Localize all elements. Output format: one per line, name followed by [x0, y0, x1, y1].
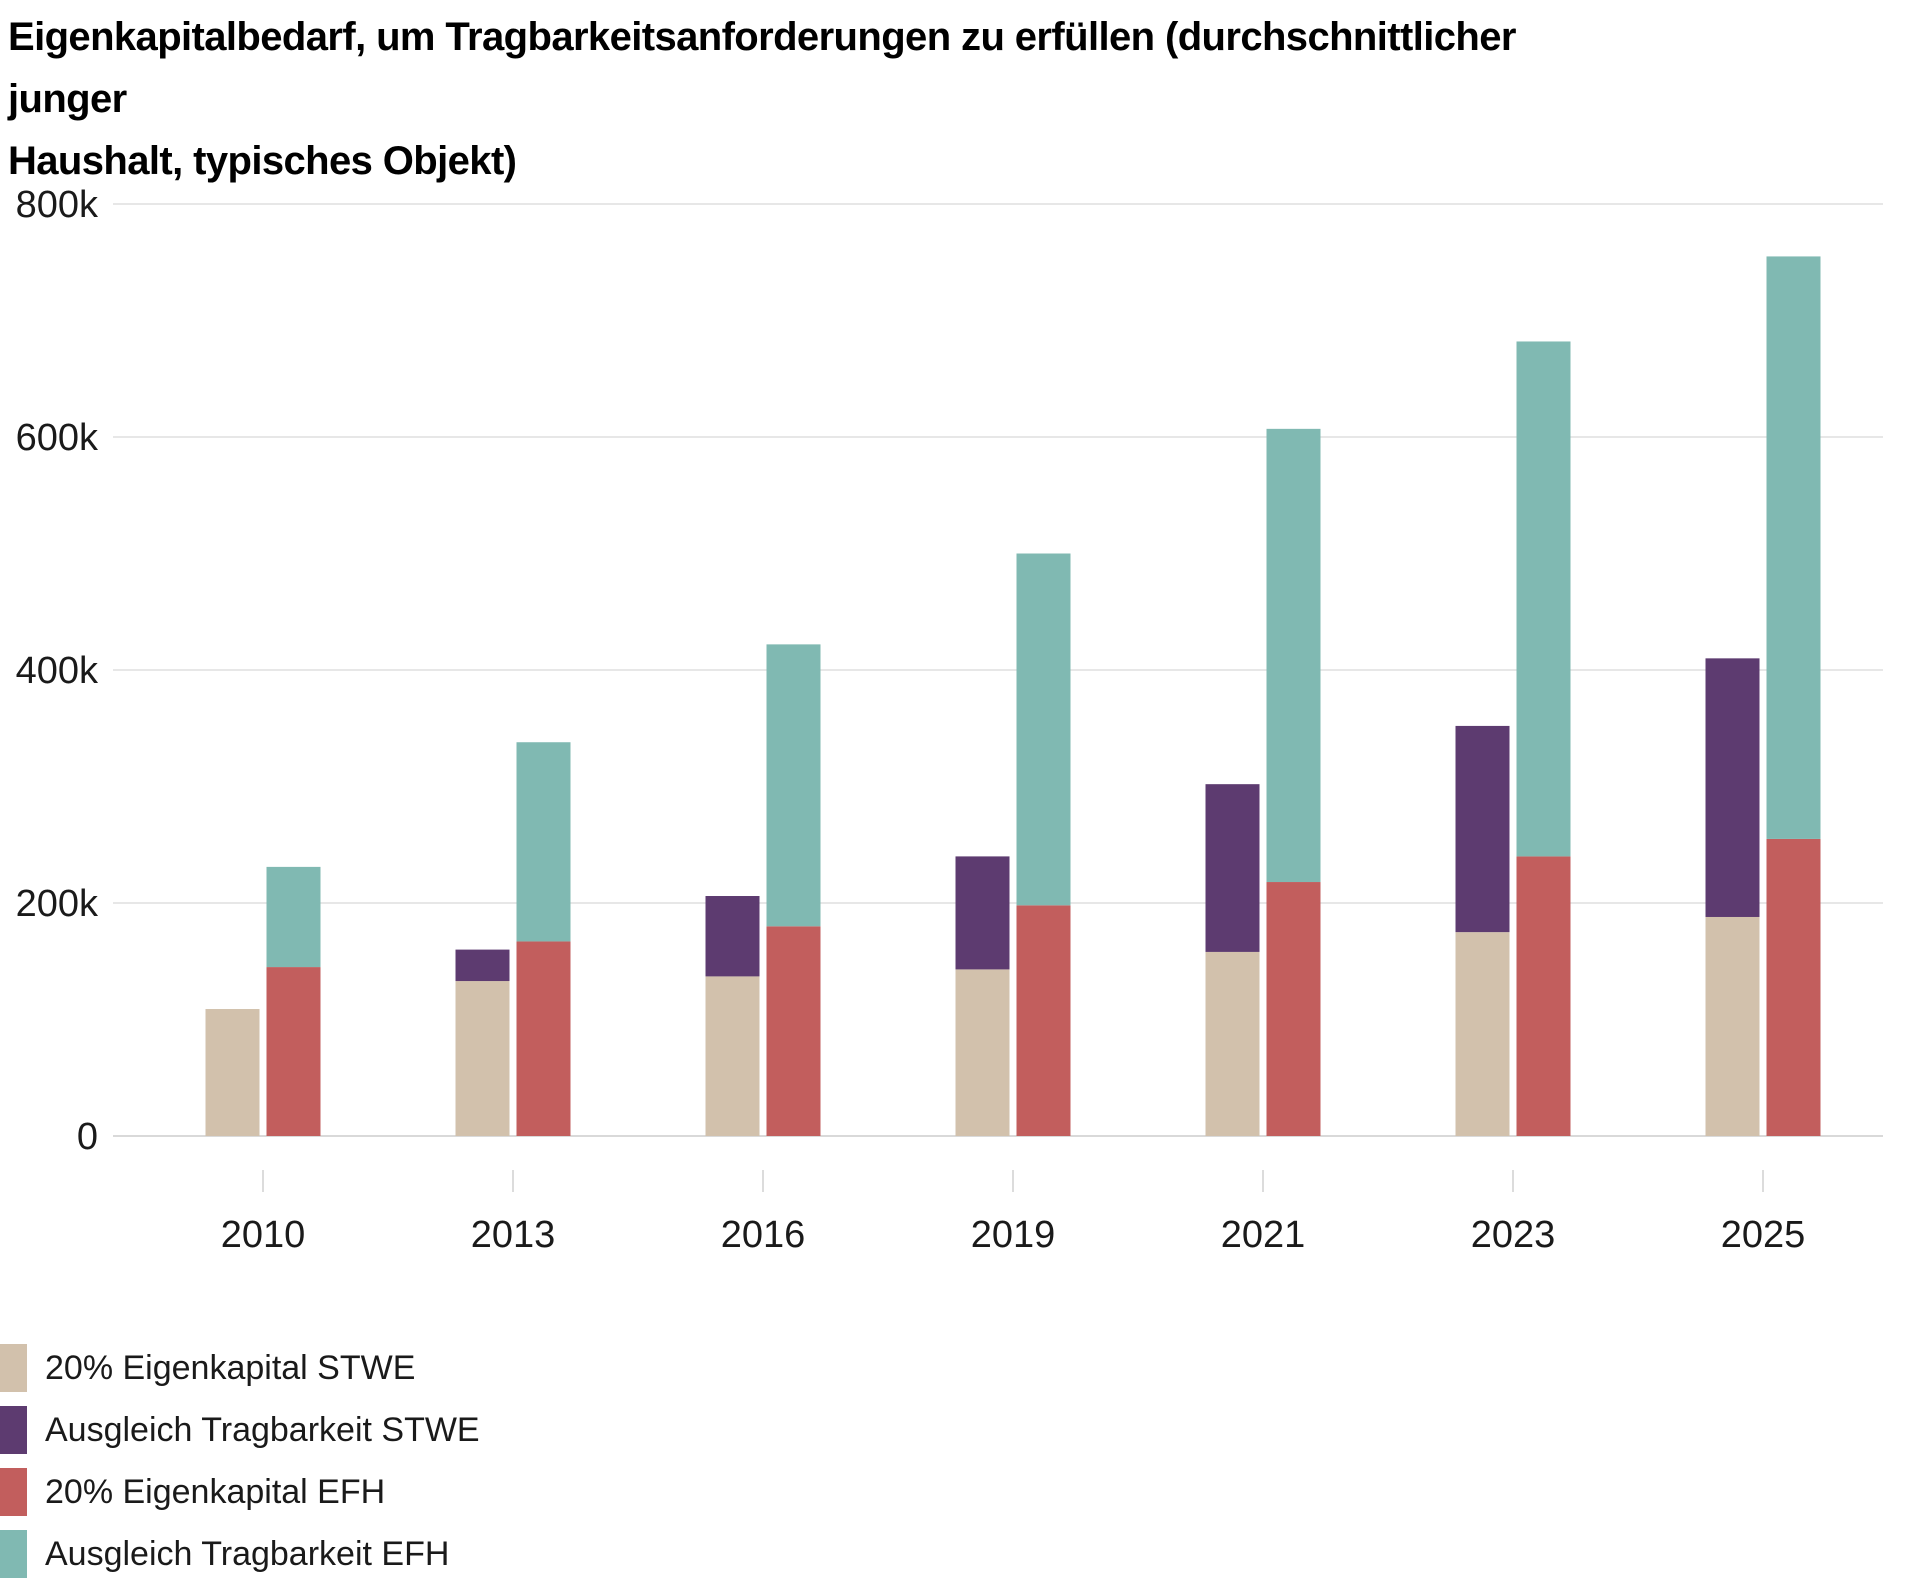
bar-segment	[1455, 932, 1510, 1136]
x-axis-label: 2019	[971, 1214, 1056, 1256]
x-axis-label: 2016	[721, 1214, 806, 1256]
bar-segment	[1266, 882, 1321, 1136]
bar-segment	[1455, 725, 1510, 933]
x-axis-label: 2013	[471, 1214, 556, 1256]
x-axis-label: 2023	[1471, 1214, 1556, 1256]
legend-item-ausgleich-stwe: Ausgleich Tragbarkeit STWE	[0, 1399, 480, 1461]
bar-segment	[455, 981, 510, 1136]
bar-segment	[1205, 784, 1260, 952]
x-axis-label: 2021	[1221, 1214, 1306, 1256]
bar-segment	[705, 976, 760, 1136]
legend-item-eigenkapital-stwe: 20% Eigenkapital STWE	[0, 1337, 480, 1399]
bar-segment	[1705, 658, 1760, 917]
bar-chart: 0 200k 400k 600k 800k 2010 2013 2016 2019 2021 202…	[16, 184, 1883, 1256]
legend-item-ausgleich-efh: Ausgleich Tragbarkeit EFH	[0, 1523, 480, 1585]
bar-segment	[1516, 856, 1571, 1136]
legend-label: 20% Eigenkapital STWE	[45, 1348, 416, 1387]
bar-segment	[516, 941, 571, 1136]
bar-segment	[455, 949, 510, 982]
y-axis-label: 800k	[16, 184, 99, 226]
y-axis-label: 0	[77, 1116, 98, 1158]
bar-segment	[766, 644, 821, 927]
legend-swatch-ausgleich-stwe	[0, 1406, 27, 1454]
bar-segment	[266, 866, 321, 968]
bar-segment	[705, 896, 760, 977]
y-axis-label: 200k	[16, 883, 99, 925]
bar-segment	[1205, 951, 1260, 1136]
bar-segment	[1266, 428, 1321, 883]
legend-label: 20% Eigenkapital EFH	[45, 1472, 386, 1511]
chart-title-line1: Eigenkapitalbedarf, um Tragbarkeitsanfor…	[8, 15, 1516, 121]
bar-segment	[1766, 256, 1821, 839]
legend-swatch-eigenkapital-efh	[0, 1468, 27, 1516]
legend-item-eigenkapital-efh: 20% Eigenkapital EFH	[0, 1461, 480, 1523]
bar-segment	[1516, 341, 1571, 857]
bar-segment	[205, 1009, 260, 1136]
legend-swatch-eigenkapital-stwe	[0, 1344, 27, 1392]
y-axis-label: 400k	[16, 650, 99, 692]
x-axis-label: 2025	[1721, 1214, 1806, 1256]
bar-segment	[266, 967, 321, 1136]
legend-label: Ausgleich Tragbarkeit STWE	[45, 1410, 480, 1449]
y-axis-label: 600k	[16, 417, 99, 459]
bar-segment	[1705, 916, 1760, 1136]
chart-title-line2: Haushalt, typisches Objekt)	[8, 139, 517, 183]
legend: 20% Eigenkapital STWE Ausgleich Tragbark…	[0, 1337, 480, 1585]
bar-segment	[1766, 838, 1821, 1136]
legend-label: Ausgleich Tragbarkeit EFH	[45, 1534, 450, 1573]
bar-segment	[1016, 905, 1071, 1136]
chart-title: Eigenkapitalbedarf, um Tragbarkeitsanfor…	[8, 6, 1608, 192]
bar-segment	[1016, 553, 1071, 906]
bar-segment	[955, 856, 1010, 970]
bar-segment	[766, 926, 821, 1136]
bar-segment	[516, 742, 571, 942]
x-axis-label: 2010	[221, 1214, 306, 1256]
bar-segment	[955, 969, 1010, 1136]
legend-swatch-ausgleich-efh	[0, 1530, 27, 1578]
